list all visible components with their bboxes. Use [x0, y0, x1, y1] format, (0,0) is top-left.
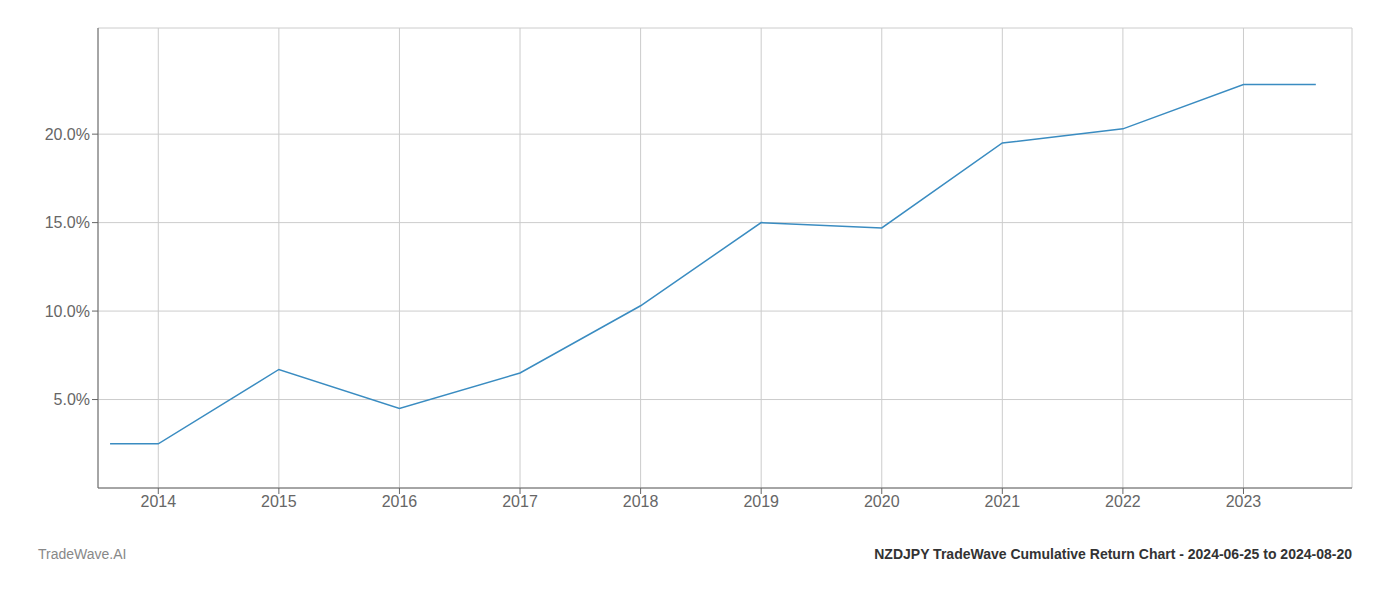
svg-text:2020: 2020 [864, 493, 900, 510]
html-text:NZDJPY TradeWave Cumulative Re: NZDJPY TradeWave Cumulative Return Chart… [874, 546, 1352, 562]
svg-text:2017: 2017 [502, 493, 538, 510]
svg-text:2019: 2019 [743, 493, 779, 510]
svg-text:15.0%: 15.0% [45, 214, 90, 231]
svg-text:5.0%: 5.0% [54, 391, 90, 408]
svg-text:2023: 2023 [1226, 493, 1262, 510]
svg-text:2018: 2018 [623, 493, 659, 510]
svg-text:2022: 2022 [1105, 493, 1141, 510]
svg-text:2015: 2015 [261, 493, 297, 510]
html-text:TradeWave.AI: TradeWave.AI [38, 546, 127, 562]
svg-text:20.0%: 20.0% [45, 126, 90, 143]
svg-text:10.0%: 10.0% [45, 303, 90, 320]
svg-text:2016: 2016 [382, 493, 418, 510]
svg-text:2021: 2021 [985, 493, 1021, 510]
svg-text:2014: 2014 [140, 493, 176, 510]
